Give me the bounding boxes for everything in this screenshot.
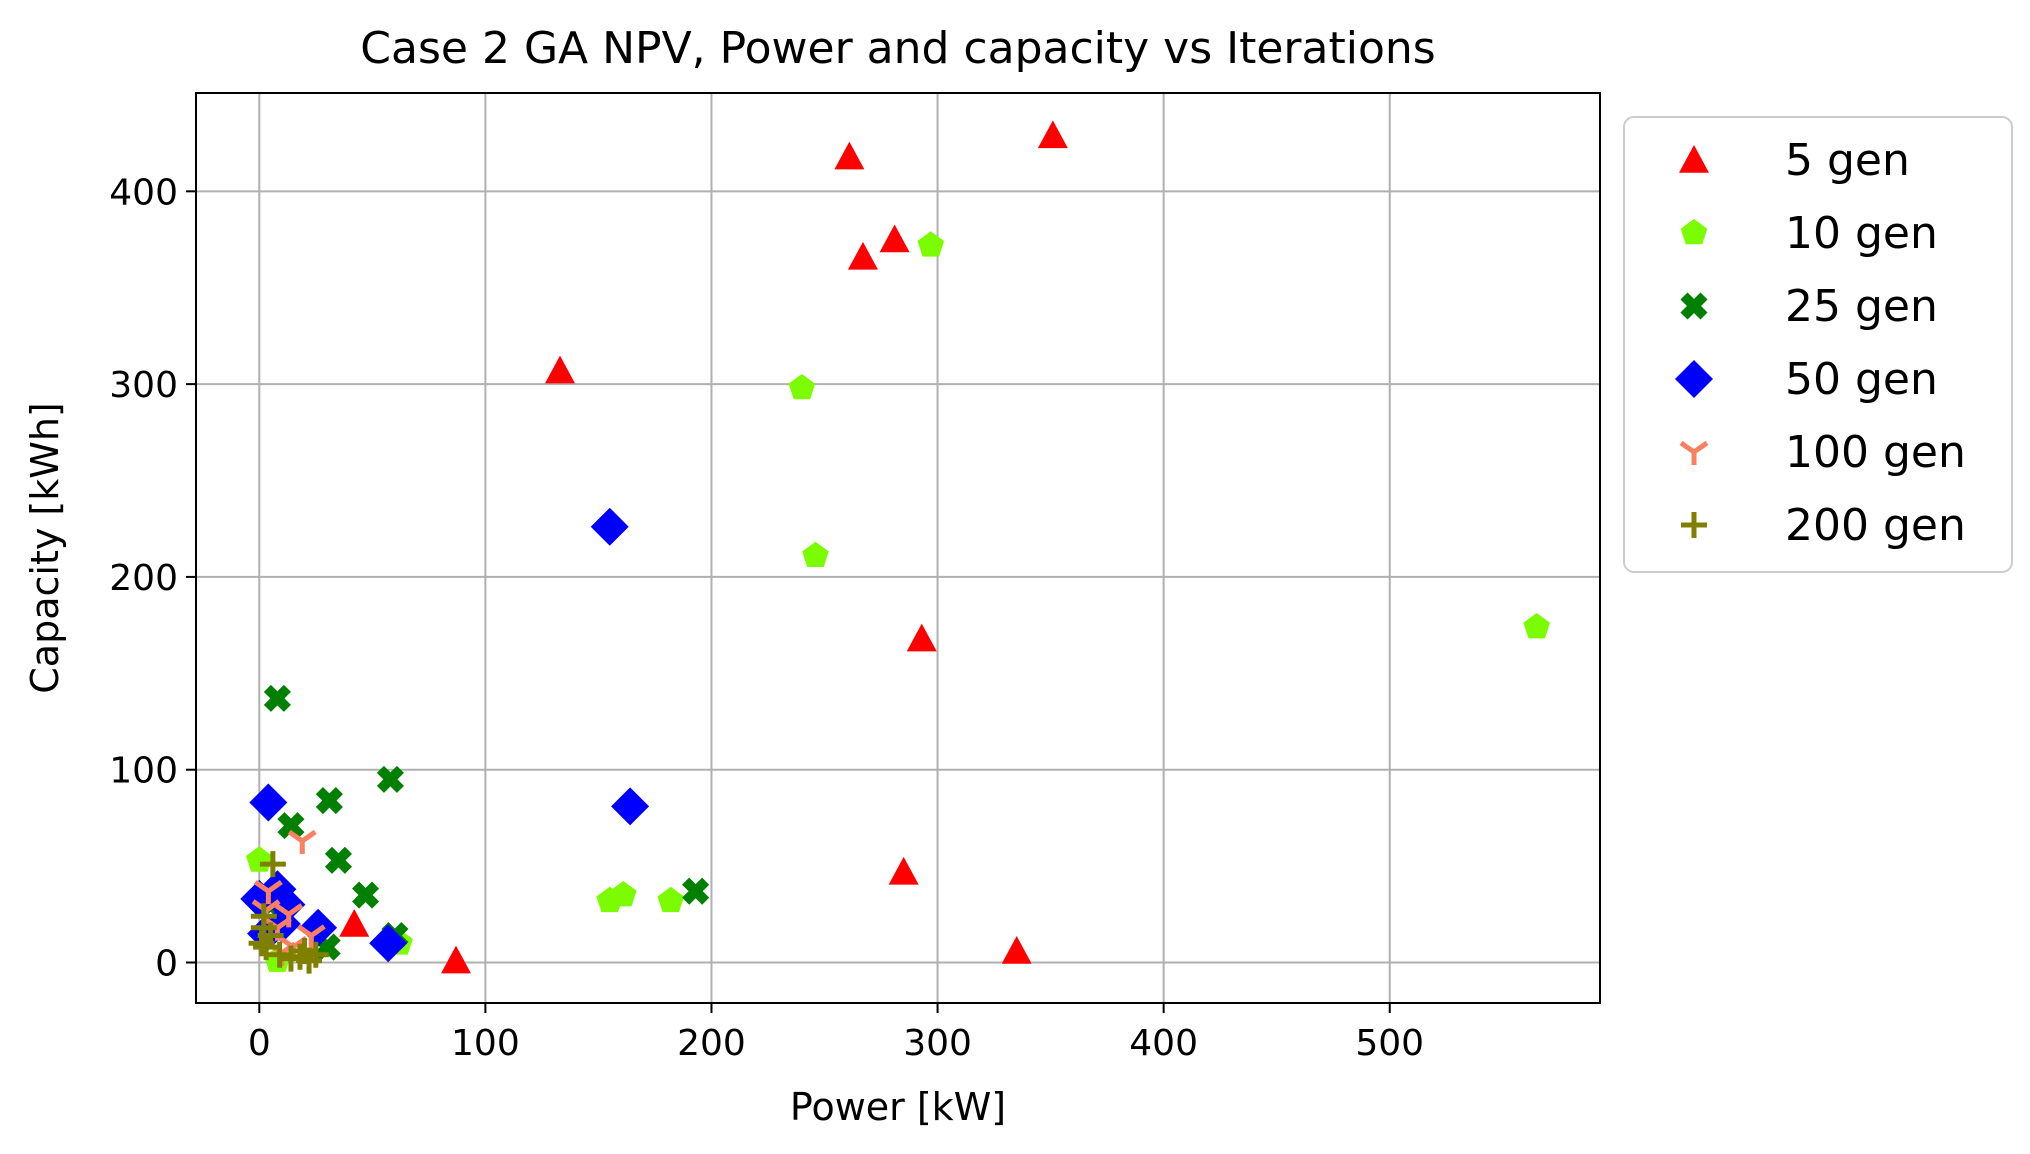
data-points <box>240 120 1550 974</box>
point-5-gen <box>879 224 910 253</box>
point-50-gen <box>611 787 650 826</box>
x-tick-label: 100 <box>451 1023 520 1064</box>
x-tick-label: 300 <box>903 1023 972 1064</box>
legend-label-50-gen: 50 gen <box>1785 354 1938 405</box>
y-tick-label: 200 <box>109 558 178 599</box>
series-200-gen <box>248 851 329 974</box>
legend-label-10-gen: 10 gen <box>1785 208 1938 259</box>
point-100-gen <box>253 880 283 905</box>
point-5-gen <box>1001 935 1032 964</box>
point-10-gen <box>788 374 816 400</box>
y-tick-label: 300 <box>109 365 178 406</box>
legend: 5 gen 10 gen 25 gen 50 gen 100 gen 200 gen <box>1623 116 2013 573</box>
point-5-gen <box>441 945 471 974</box>
legend-item-50-gen: 50 gen <box>1675 354 1938 405</box>
legend-item-100-gen: 100 gen <box>1679 427 1966 478</box>
series-5-gen <box>339 120 1068 974</box>
point-50-gen <box>590 507 629 546</box>
legend-label-25-gen: 25 gen <box>1785 281 1938 332</box>
point-25-gen <box>352 881 380 909</box>
series-25-gen <box>257 684 710 961</box>
point-5-gen <box>1037 120 1068 149</box>
point-5-gen <box>545 355 575 384</box>
point-100-gen <box>287 829 317 855</box>
x-axis-label: Power [kW] <box>790 1085 1006 1129</box>
point-25-gen <box>315 787 343 815</box>
point-200-gen <box>250 914 277 941</box>
chart-title: Case 2 GA NPV, Power and capacity vs Ite… <box>360 23 1435 74</box>
legend-label-5-gen: 5 gen <box>1785 135 1910 186</box>
point-25-gen <box>682 877 710 905</box>
y-tick-label: 0 <box>155 944 178 985</box>
legend-marker-5-gen <box>1679 145 1709 173</box>
point-50-gen <box>369 924 408 963</box>
point-10-gen <box>610 881 637 907</box>
point-50-gen <box>249 783 288 822</box>
grid-lines <box>196 93 1600 1003</box>
y-tick-label: 400 <box>109 172 178 213</box>
legend-label-200-gen: 200 gen <box>1785 500 1966 551</box>
point-10-gen <box>657 886 685 913</box>
point-10-gen <box>246 846 273 872</box>
legend-marker-50-gen <box>1675 360 1713 398</box>
legend-marker-25-gen <box>1680 292 1708 320</box>
point-25-gen <box>376 765 404 793</box>
legend-item-25-gen: 25 gen <box>1680 281 1938 332</box>
point-10-gen <box>802 541 829 567</box>
plot-area-frame <box>195 92 1601 1004</box>
x-tick-label: 400 <box>1129 1023 1198 1064</box>
legend-label-100-gen: 100 gen <box>1785 427 1966 478</box>
point-100-gen <box>296 924 326 949</box>
y-tick-label: 100 <box>109 751 178 792</box>
legend-item-10-gen: 10 gen <box>1680 208 1938 259</box>
point-5-gen <box>339 908 370 937</box>
legend-frame <box>1623 116 2013 573</box>
point-25-gen <box>277 812 305 840</box>
y-axis-label: Capacity [kWh] <box>23 402 67 693</box>
legend-marker-100-gen <box>1679 440 1709 465</box>
series-10-gen <box>246 231 1550 972</box>
x-tick-label: 0 <box>248 1023 271 1064</box>
point-5-gen <box>834 141 865 170</box>
x-tick-label: 200 <box>677 1023 746 1064</box>
point-5-gen <box>888 856 919 885</box>
axis-ticks: 0 100 200 300 400 500 0 100 200 300 400 <box>109 172 1424 1064</box>
point-200-gen <box>259 851 286 878</box>
point-200-gen <box>302 941 329 968</box>
x-tick-label: 500 <box>1355 1023 1424 1064</box>
point-5-gen <box>906 623 937 652</box>
point-5-gen <box>847 241 878 270</box>
point-10-gen <box>1523 613 1550 639</box>
point-10-gen <box>917 231 945 257</box>
point-25-gen <box>263 684 291 712</box>
legend-marker-10-gen <box>1680 219 1708 245</box>
legend-marker-200-gen <box>1681 512 1707 538</box>
legend-item-200-gen: 200 gen <box>1681 500 1966 551</box>
point-25-gen <box>324 846 352 874</box>
legend-item-5-gen: 5 gen <box>1679 135 1910 186</box>
legend-items: 5 gen 10 gen 25 gen 50 gen 100 gen 200 gen <box>1675 135 1966 551</box>
